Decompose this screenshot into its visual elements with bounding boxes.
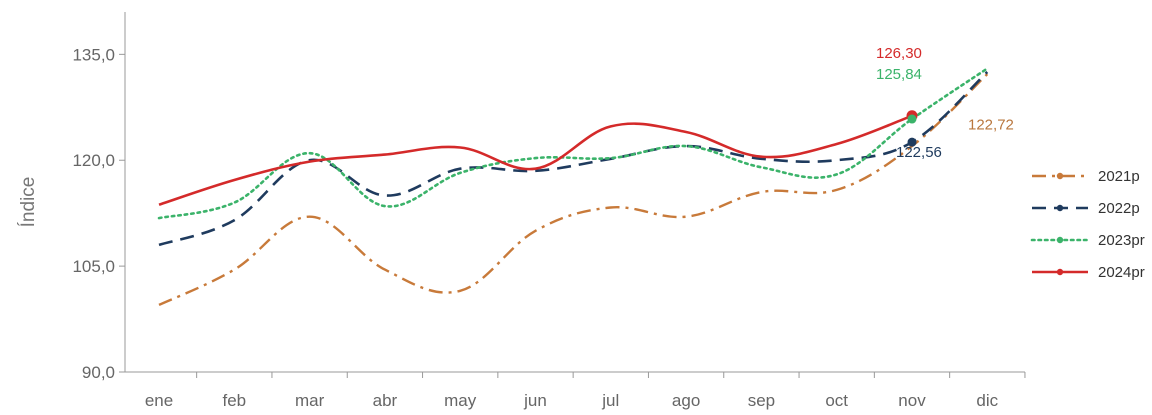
y-axis-title: Índice xyxy=(18,177,39,228)
legend-marker-2021p xyxy=(1056,172,1064,180)
x-tick-label: mar xyxy=(295,391,325,410)
series-line-2024pr xyxy=(158,114,913,206)
legend-label-2023pr: 2023pr xyxy=(1098,232,1145,249)
series-line-2021p xyxy=(158,73,989,306)
y-tick-label: 90,0 xyxy=(82,363,115,382)
legend-label-2024pr: 2024pr xyxy=(1098,264,1145,281)
x-tick-label: sep xyxy=(748,391,775,410)
y-tick-label: 135,0 xyxy=(72,45,115,64)
data-label: 125,84 xyxy=(876,66,922,83)
legend-marker-2023pr xyxy=(1056,236,1064,244)
y-tick-label: 105,0 xyxy=(72,257,115,276)
x-tick-label: feb xyxy=(222,391,246,410)
x-tick-label: jul xyxy=(601,391,619,410)
data-labels: 126,30 125,84 122,72 122,56 xyxy=(876,45,1014,161)
x-tick-label: abr xyxy=(373,391,398,410)
y-tick-label: 120,0 xyxy=(72,151,115,170)
series-line-2023pr xyxy=(157,67,989,220)
data-label: 122,72 xyxy=(968,116,1014,133)
legend: 2021p 2022p 2023pr 2024pr xyxy=(1030,168,1145,281)
legend-marker-2022p xyxy=(1056,204,1064,212)
x-tick-label: oct xyxy=(825,391,848,410)
x-tick-label: dic xyxy=(976,391,998,410)
x-tick-label: jun xyxy=(523,391,547,410)
highlight-point-2023pr xyxy=(907,114,917,124)
axes: 90,0 105,0 120,0 135,0 ene feb mar abr may jun jul… xyxy=(18,12,1026,410)
data-label: 122,56 xyxy=(896,144,942,161)
x-tick-label: ago xyxy=(672,391,700,410)
legend-marker-2024pr xyxy=(1056,268,1064,276)
legend-label-2022p: 2022p xyxy=(1098,200,1140,217)
x-tick-label: nov xyxy=(898,391,926,410)
highlight-point-2022p xyxy=(907,137,917,147)
x-tick-label: may xyxy=(444,391,477,410)
series-lines xyxy=(157,67,989,306)
legend-label-2021p: 2021p xyxy=(1098,168,1140,185)
data-label: 126,30 xyxy=(876,45,922,62)
x-tick-label: ene xyxy=(145,391,173,410)
